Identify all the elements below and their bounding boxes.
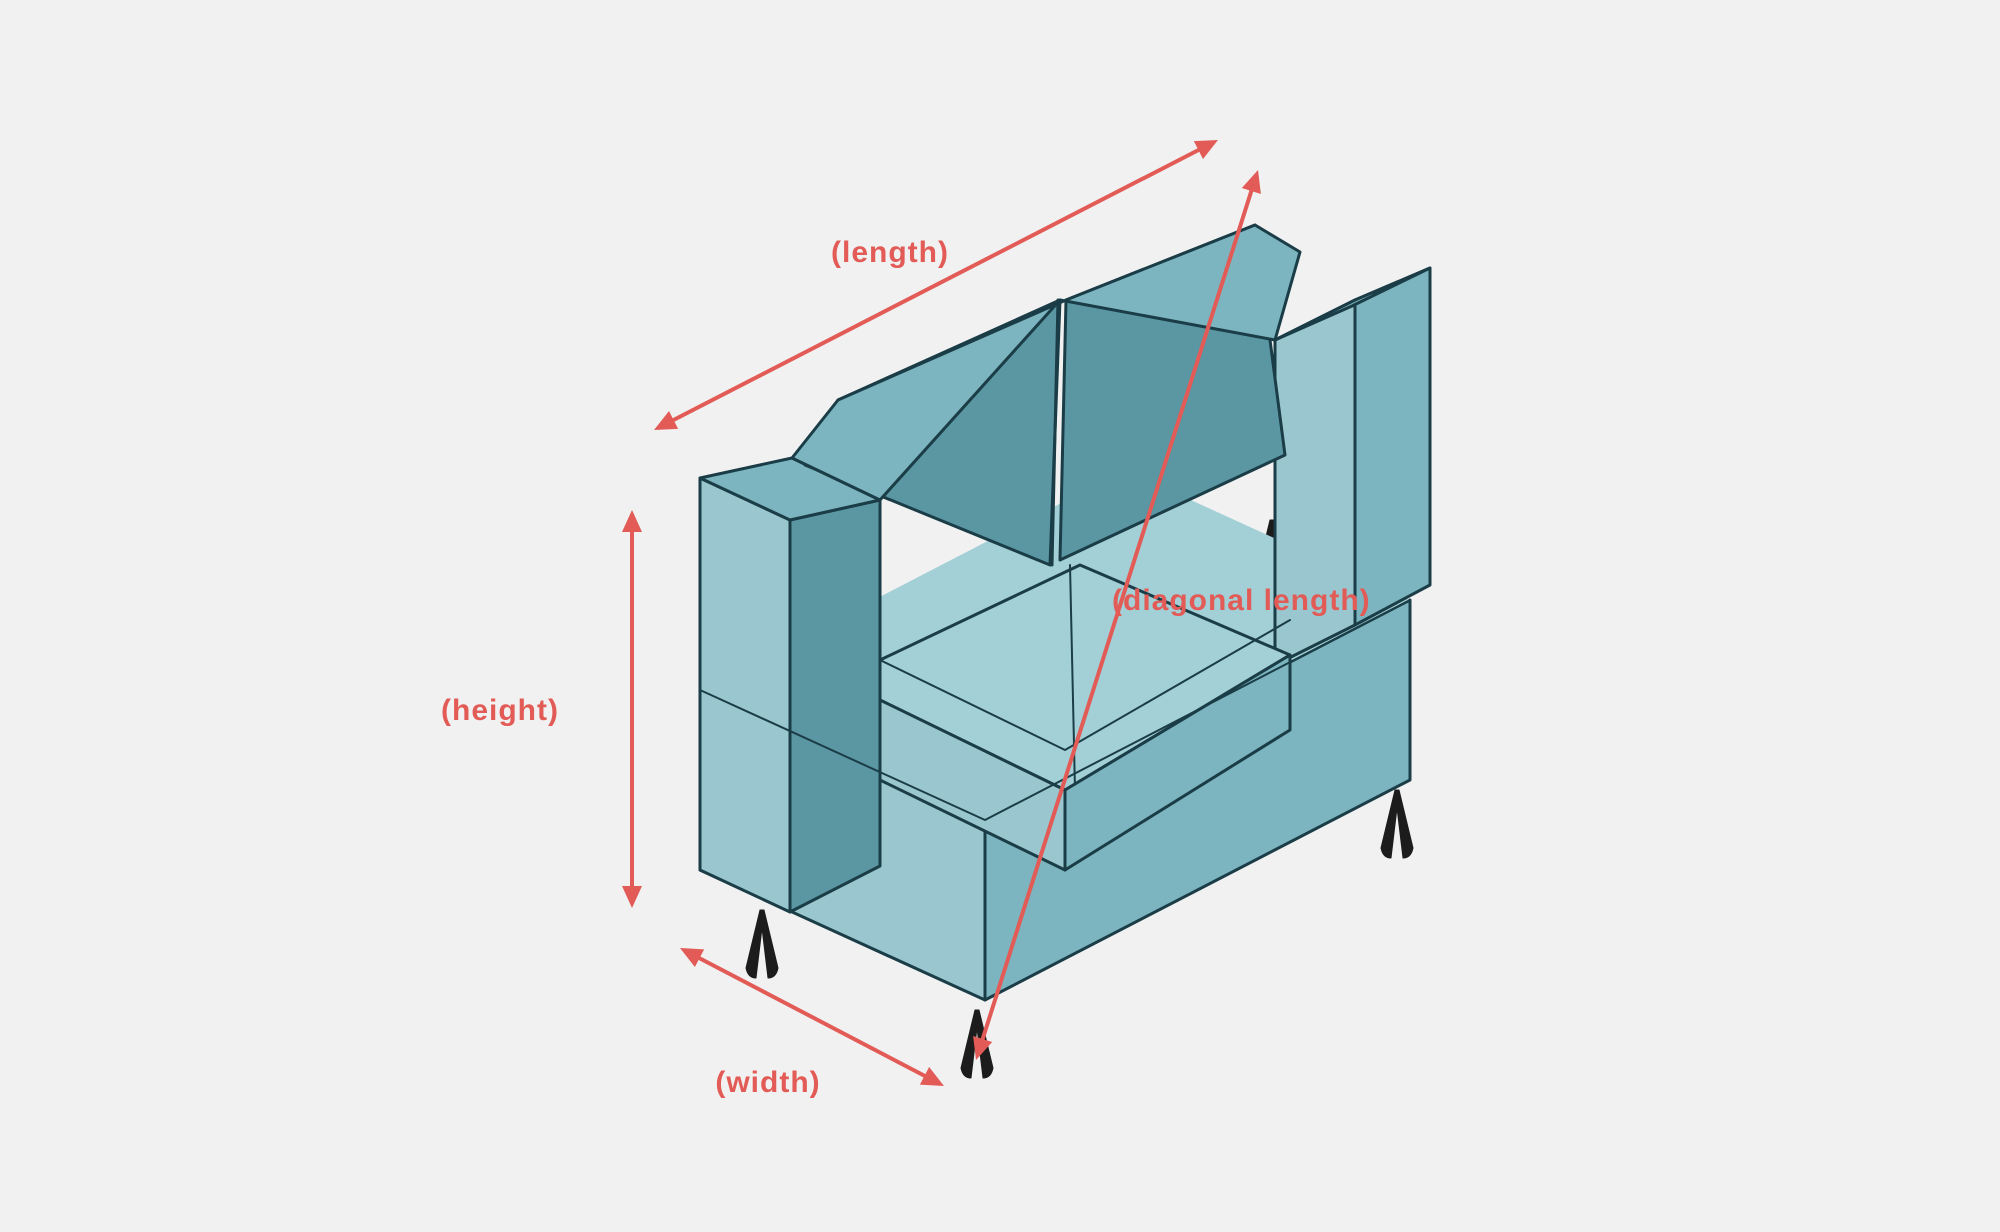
sofa-arm-left-front <box>700 478 790 912</box>
sofa-arm-right-outer <box>1355 268 1430 625</box>
dim-width-label: (width) <box>715 1066 820 1099</box>
dim-length-label: (length) <box>831 236 949 269</box>
sofa-arm-left-inner <box>790 500 880 912</box>
dim-height-label: (height) <box>441 694 559 727</box>
dim-diagonal-label: (diagonal length) <box>1112 584 1371 617</box>
